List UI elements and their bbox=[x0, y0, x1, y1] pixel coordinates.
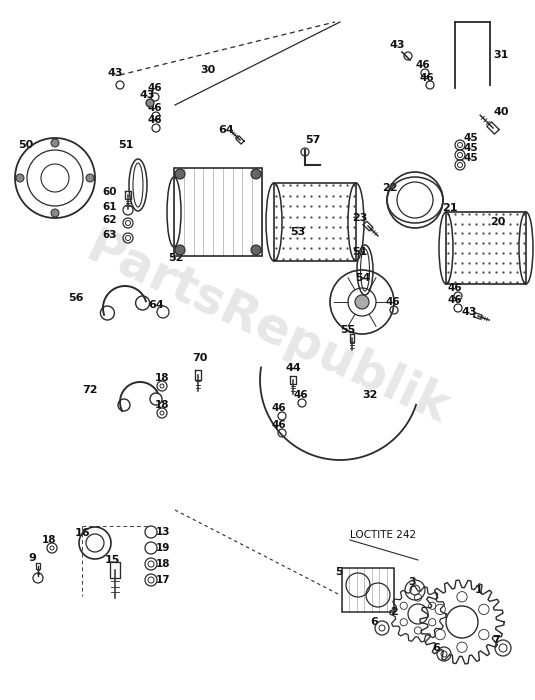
Text: 46: 46 bbox=[415, 60, 430, 70]
Text: 50: 50 bbox=[18, 140, 33, 150]
Text: 46: 46 bbox=[148, 103, 163, 113]
Text: 60: 60 bbox=[102, 187, 117, 197]
Text: 57: 57 bbox=[305, 135, 320, 145]
Text: 32: 32 bbox=[362, 390, 377, 400]
Text: 20: 20 bbox=[490, 217, 506, 227]
Text: 31: 31 bbox=[493, 50, 508, 60]
Text: 70: 70 bbox=[192, 353, 208, 363]
Text: 18: 18 bbox=[155, 400, 170, 410]
Text: 64: 64 bbox=[148, 300, 164, 310]
Text: 9: 9 bbox=[28, 553, 36, 563]
Circle shape bbox=[86, 174, 94, 182]
Text: 19: 19 bbox=[156, 543, 170, 553]
Text: 21: 21 bbox=[442, 203, 457, 213]
Text: 15: 15 bbox=[105, 555, 120, 565]
Text: 46: 46 bbox=[420, 73, 434, 83]
Circle shape bbox=[146, 99, 154, 107]
Text: 18: 18 bbox=[156, 559, 171, 569]
Text: PartsRepublik: PartsRepublik bbox=[78, 224, 457, 434]
Text: 45: 45 bbox=[463, 133, 478, 143]
Text: 1: 1 bbox=[475, 585, 483, 595]
Text: 16: 16 bbox=[75, 528, 90, 538]
Text: 72: 72 bbox=[82, 385, 97, 395]
Text: 62: 62 bbox=[102, 215, 117, 225]
Circle shape bbox=[175, 245, 185, 255]
Text: 46: 46 bbox=[293, 390, 308, 400]
Bar bbox=[274, 183, 356, 261]
Text: 46: 46 bbox=[448, 295, 463, 305]
Text: 43: 43 bbox=[140, 90, 156, 100]
Text: 46: 46 bbox=[148, 115, 163, 125]
Text: 43: 43 bbox=[462, 307, 478, 317]
Text: 46: 46 bbox=[448, 283, 463, 293]
Text: 23: 23 bbox=[352, 213, 368, 223]
Text: 63: 63 bbox=[102, 230, 117, 240]
Text: 2: 2 bbox=[390, 607, 398, 617]
Bar bbox=[446, 212, 526, 284]
Text: 51: 51 bbox=[352, 247, 368, 257]
Text: 55: 55 bbox=[340, 325, 355, 335]
Circle shape bbox=[51, 209, 59, 217]
Text: 61: 61 bbox=[102, 202, 117, 212]
Text: 30: 30 bbox=[200, 65, 215, 75]
Text: 44: 44 bbox=[285, 363, 301, 373]
Circle shape bbox=[16, 174, 24, 182]
Text: 56: 56 bbox=[68, 293, 83, 303]
Text: 46: 46 bbox=[148, 83, 163, 93]
Bar bbox=[174, 168, 262, 256]
Bar bbox=[342, 568, 394, 612]
Text: 45: 45 bbox=[463, 153, 478, 163]
Text: 7: 7 bbox=[492, 635, 500, 645]
Text: 46: 46 bbox=[272, 420, 287, 430]
Circle shape bbox=[355, 295, 369, 309]
Circle shape bbox=[251, 169, 261, 179]
Text: 5: 5 bbox=[335, 567, 342, 577]
Text: 22: 22 bbox=[382, 183, 398, 193]
Text: 46: 46 bbox=[272, 403, 287, 413]
Text: LOCTITE 242: LOCTITE 242 bbox=[350, 530, 416, 540]
Text: 64: 64 bbox=[218, 125, 234, 135]
Text: 45: 45 bbox=[463, 143, 478, 153]
Text: 40: 40 bbox=[493, 107, 508, 117]
Text: 13: 13 bbox=[156, 527, 171, 537]
Text: 18: 18 bbox=[42, 535, 57, 545]
Text: 51: 51 bbox=[118, 140, 133, 150]
Circle shape bbox=[251, 245, 261, 255]
Text: 3: 3 bbox=[408, 577, 416, 587]
Text: 6: 6 bbox=[370, 617, 378, 627]
Circle shape bbox=[175, 169, 185, 179]
Text: 54: 54 bbox=[355, 273, 371, 283]
Text: 43: 43 bbox=[108, 68, 124, 78]
Text: 6: 6 bbox=[432, 643, 440, 653]
Text: 46: 46 bbox=[385, 297, 400, 307]
Text: 52: 52 bbox=[168, 253, 184, 263]
Text: 43: 43 bbox=[390, 40, 406, 50]
Text: 17: 17 bbox=[156, 575, 171, 585]
Text: 18: 18 bbox=[155, 373, 170, 383]
Text: 53: 53 bbox=[290, 227, 305, 237]
Circle shape bbox=[51, 139, 59, 147]
